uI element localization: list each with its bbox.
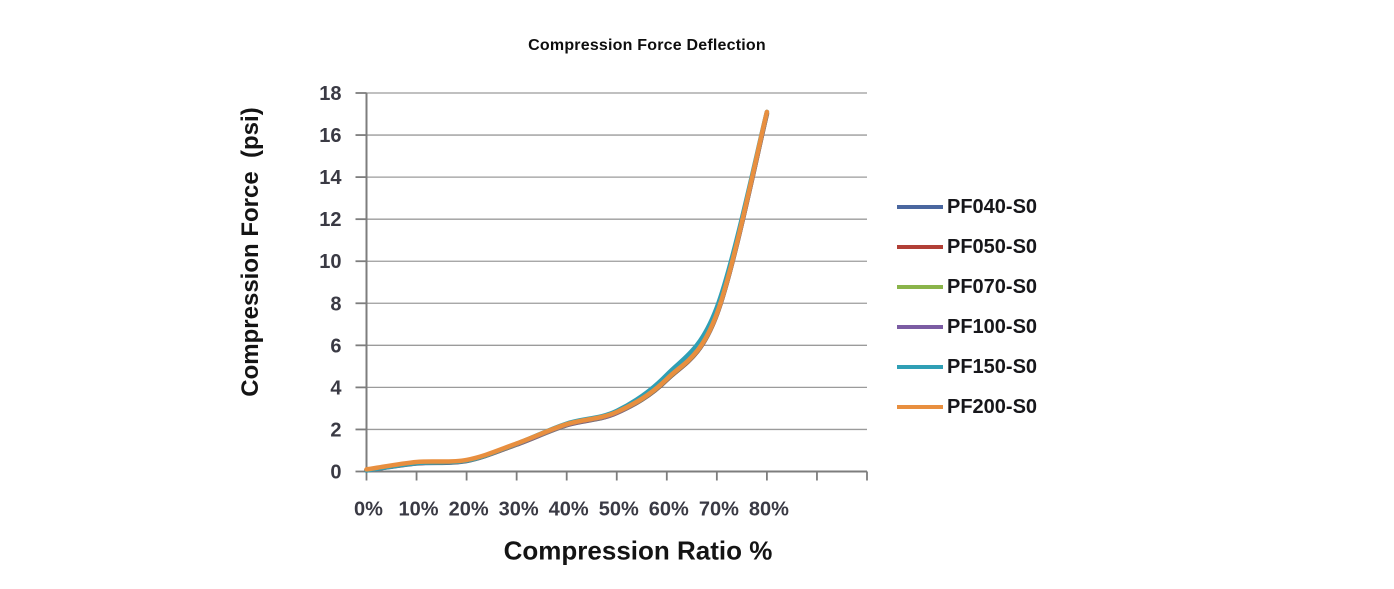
legend-item-PF150-S0: PF150-S0	[897, 347, 1037, 387]
x-tick-label: 50%	[599, 499, 639, 521]
series-line-PF200-S0	[364, 109, 770, 472]
series-line-PF050-S0	[364, 111, 770, 473]
y-tick-label: 18	[319, 83, 341, 105]
x-tick-label: 0%	[354, 499, 383, 521]
legend-line-swatch	[897, 325, 943, 329]
series-line-PF100-S0	[364, 110, 770, 473]
legend-label: PF100-S0	[947, 315, 1038, 338]
chart-title: Compression Force Deflection	[528, 37, 766, 54]
legend-label: PF150-S0	[947, 355, 1038, 378]
series-line-PF150-S0	[364, 109, 770, 473]
legend-item-PF040-S0: PF040-S0	[897, 187, 1037, 227]
y-tick-label: 8	[330, 293, 341, 315]
x-tick-label: 10%	[399, 499, 439, 521]
y-tick-label: 4	[330, 377, 342, 399]
y-tick-label: 0	[330, 462, 341, 484]
legend-item-PF100-S0: PF100-S0	[897, 307, 1037, 347]
series-line-PF070-S0	[364, 111, 770, 473]
legend-item-PF200-S0: PF200-S0	[897, 387, 1037, 427]
legend-line-swatch	[897, 245, 943, 249]
legend-label: PF050-S0	[947, 235, 1038, 258]
y-tick-label: 14	[319, 167, 342, 189]
x-tick-label: 20%	[449, 499, 489, 521]
legend-line-swatch	[897, 285, 943, 289]
legend-item-PF070-S0: PF070-S0	[897, 267, 1037, 307]
legend: PF040-S0 PF050-S0 PF070-S0 PF100-S0 PF150-S0…	[897, 187, 1037, 427]
x-tick-label: 30%	[499, 499, 539, 521]
legend-label: PF040-S0	[947, 195, 1038, 218]
x-tick-label: 80%	[749, 499, 789, 521]
x-axis-title: Compression Ratio %	[503, 535, 773, 566]
y-tick-label: 10	[319, 251, 341, 273]
legend-label: PF200-S0	[947, 395, 1038, 418]
y-tick-label: 6	[330, 335, 341, 357]
legend-line-swatch	[897, 205, 943, 209]
x-tick-label: 70%	[699, 499, 739, 521]
legend-label: PF070-S0	[947, 275, 1038, 298]
legend-item-PF050-S0: PF050-S0	[897, 227, 1037, 267]
legend-line-swatch	[897, 405, 943, 409]
legend-line-swatch	[897, 365, 943, 369]
y-tick-label: 16	[319, 125, 341, 147]
y-tick-label: 12	[319, 209, 341, 231]
x-tick-label: 60%	[649, 499, 689, 521]
series-line-PF040-S0	[364, 111, 770, 473]
y-tick-label: 2	[330, 419, 341, 441]
x-tick-label: 40%	[549, 499, 589, 521]
